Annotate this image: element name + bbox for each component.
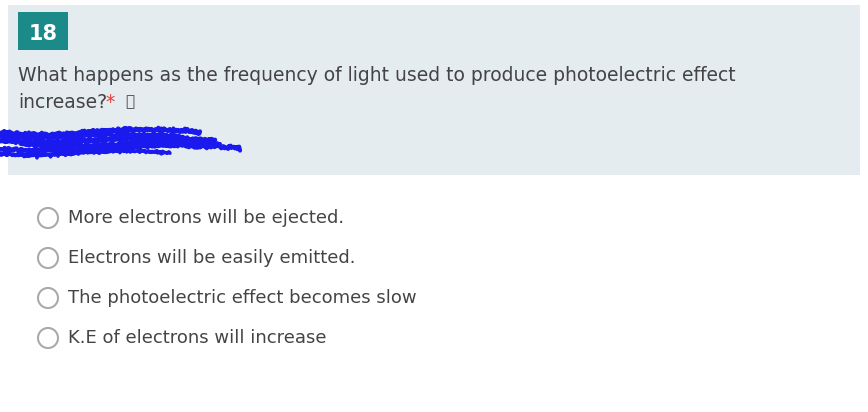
Text: The photoelectric effect becomes slow: The photoelectric effect becomes slow — [68, 289, 417, 307]
Text: increase?: increase? — [18, 93, 107, 112]
Text: Electrons will be easily emitted.: Electrons will be easily emitted. — [68, 249, 356, 267]
FancyBboxPatch shape — [8, 5, 860, 175]
Text: What happens as the frequency of light used to produce photoelectric effect: What happens as the frequency of light u… — [18, 66, 735, 84]
Text: More electrons will be ejected.: More electrons will be ejected. — [68, 209, 344, 227]
Text: *: * — [100, 93, 115, 112]
Text: 🔊: 🔊 — [125, 94, 135, 110]
FancyBboxPatch shape — [18, 12, 68, 50]
Text: K.E of electrons will increase: K.E of electrons will increase — [68, 329, 326, 347]
Text: 18: 18 — [29, 24, 57, 44]
